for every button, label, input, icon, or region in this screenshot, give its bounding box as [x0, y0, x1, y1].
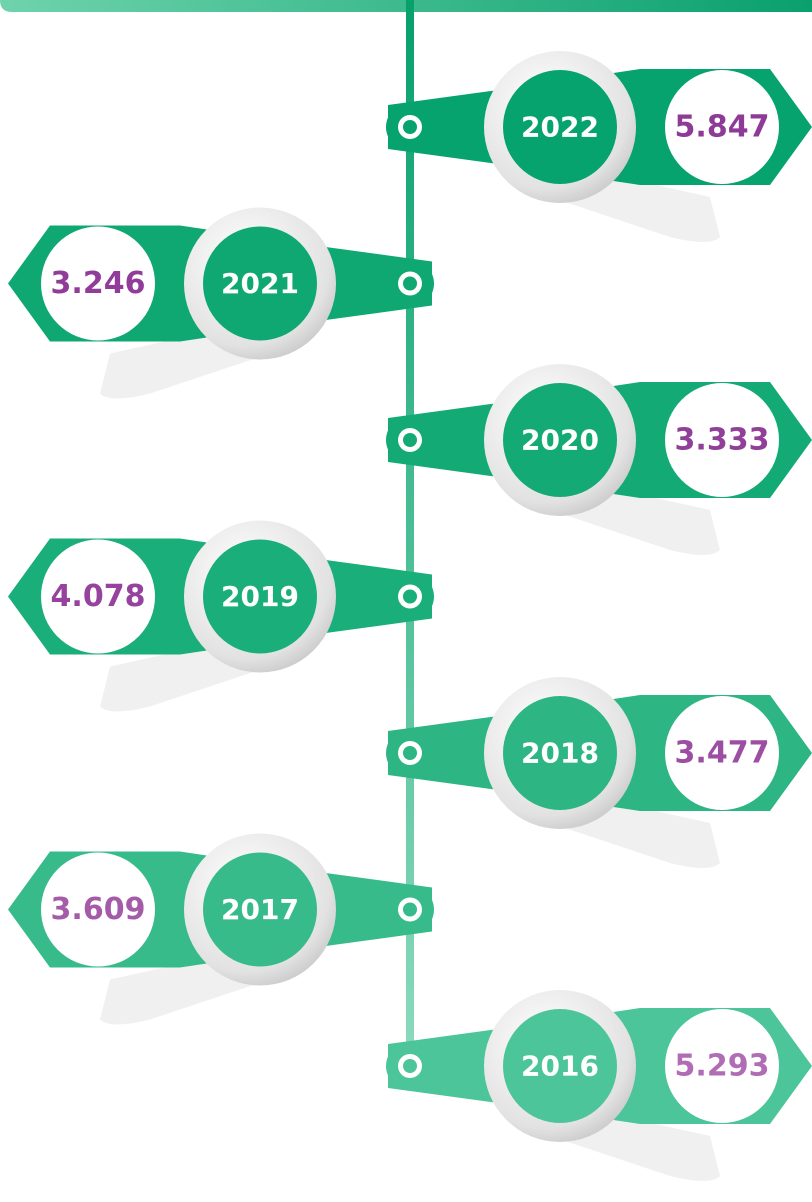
- year-circle: [203, 539, 317, 654]
- year-circle: [503, 696, 617, 810]
- value-circle: [665, 696, 779, 810]
- year-label: 2020: [521, 424, 599, 457]
- year-label: 2021: [221, 267, 299, 300]
- value-label: 3.609: [51, 892, 146, 927]
- value-label: 5.293: [675, 1049, 770, 1084]
- value-label: 3.246: [51, 266, 146, 301]
- value-label: 3.333: [675, 423, 770, 458]
- dot-center: [403, 902, 417, 917]
- year-circle: [203, 226, 317, 341]
- value-circle: [665, 383, 779, 497]
- dot-center: [403, 746, 417, 760]
- value-circle: [41, 226, 155, 341]
- dot-center: [403, 1059, 417, 1073]
- value-circle: [41, 539, 155, 654]
- value-label: 4.078: [51, 579, 146, 614]
- year-circle: [503, 70, 617, 184]
- year-label: 2016: [521, 1050, 599, 1083]
- value-circle: [665, 70, 779, 184]
- year-label: 2018: [521, 737, 599, 770]
- dot-center: [403, 589, 417, 604]
- value-circle: [665, 1009, 779, 1123]
- value-label: 5.847: [675, 110, 770, 145]
- value-label: 3.477: [675, 736, 770, 771]
- dot-center: [403, 433, 417, 447]
- dot-center: [403, 120, 417, 134]
- year-label: 2019: [221, 580, 299, 613]
- year-label: 2022: [521, 111, 599, 144]
- year-circle: [503, 383, 617, 497]
- dot-center: [403, 276, 417, 291]
- vertical-line: [406, 0, 414, 1085]
- year-circle: [503, 1009, 617, 1123]
- year-circle: [203, 852, 317, 967]
- value-circle: [41, 852, 155, 967]
- year-label: 2017: [221, 893, 299, 926]
